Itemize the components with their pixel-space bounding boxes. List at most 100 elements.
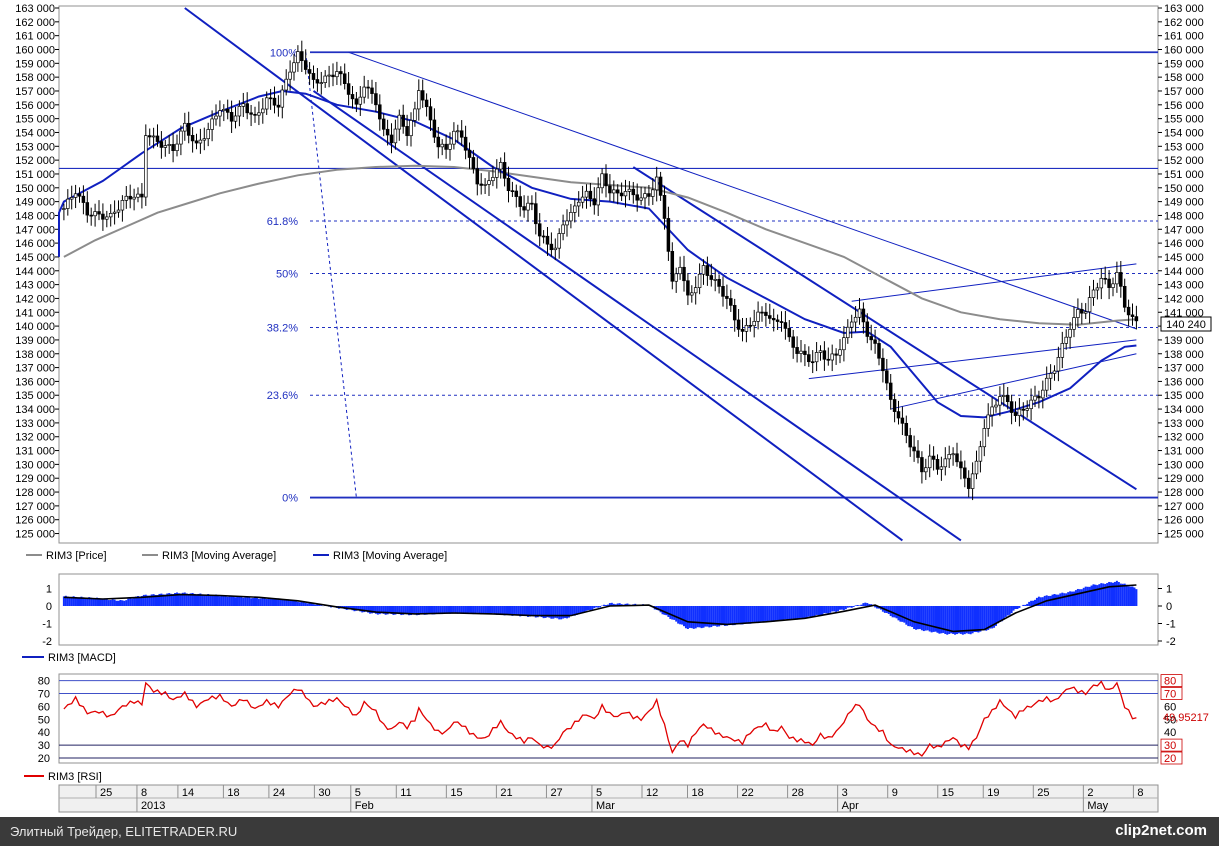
candle-body <box>510 190 515 193</box>
candle-body <box>335 71 339 78</box>
macd-tick-label: 0 <box>46 601 52 613</box>
fib-level-label: 23.6% <box>267 390 298 402</box>
price-tick-label: 154 000 <box>1164 127 1204 139</box>
candle-body <box>350 94 355 100</box>
price-tick-label: 144 000 <box>1164 266 1204 278</box>
candle-body <box>873 339 877 344</box>
candle-body <box>1056 356 1061 372</box>
candle-body <box>475 168 480 185</box>
candle-body <box>120 200 125 211</box>
price-tick-label: 150 000 <box>15 183 55 195</box>
price-tick-label: 135 000 <box>1164 390 1204 402</box>
price-tick-label: 126 000 <box>1164 515 1204 527</box>
candle-body <box>982 428 987 448</box>
candle-body <box>467 149 472 158</box>
candle-body <box>1103 277 1107 280</box>
price-tick-label: 129 000 <box>15 473 55 485</box>
candle-body <box>892 399 897 412</box>
rsi-level-box <box>1160 687 1183 700</box>
rsi-tick-label: 80 <box>1164 676 1176 688</box>
rsi-line <box>63 680 1137 757</box>
rsi-tick-label: 20 <box>38 753 50 765</box>
candle-body <box>526 202 530 211</box>
candle-body <box>869 336 873 341</box>
candle-body <box>990 406 994 416</box>
candle-body <box>658 176 663 196</box>
candle-body <box>775 319 780 322</box>
x-day-label: 9 <box>892 787 898 799</box>
price-tick-label: 141 000 <box>1164 307 1204 319</box>
candle-body <box>853 316 858 323</box>
price-tick-label: 125 000 <box>1164 529 1204 541</box>
rsi-panel <box>58 673 1159 764</box>
candle-body <box>584 190 589 198</box>
candle-body <box>924 467 928 473</box>
candle-body <box>276 104 281 108</box>
macd-legend: RIM3 [MACD] <box>22 652 116 664</box>
price-tick-label: 158 000 <box>15 72 55 84</box>
fib-level-label: 100% <box>270 47 298 59</box>
price-tick-label: 146 000 <box>1164 238 1204 250</box>
candle-body <box>592 198 597 206</box>
candle-body <box>249 112 253 115</box>
candle-body <box>1060 343 1065 358</box>
candle-body <box>986 414 990 429</box>
candle-body <box>183 122 187 132</box>
candle-body <box>522 206 526 211</box>
candle-body <box>112 211 117 214</box>
candle-body <box>1029 399 1033 410</box>
candle-body <box>877 343 881 359</box>
candle-body <box>678 266 682 275</box>
candle-body <box>818 350 823 353</box>
candle-body <box>155 135 160 142</box>
candle-body <box>506 177 511 192</box>
candle-body <box>885 370 889 384</box>
candle-body <box>916 450 920 458</box>
price-tick-label: 136 000 <box>1164 376 1204 388</box>
candle-body <box>124 195 129 201</box>
price-legend: RIM3 [Price] RIM3 [Moving Average] RIM3 … <box>26 550 447 562</box>
candle-body <box>834 353 838 356</box>
candle-body <box>66 198 70 209</box>
candle-body <box>643 193 647 199</box>
price-tick-label: 162 000 <box>1164 17 1204 29</box>
price-tick-label: 126 000 <box>15 515 55 527</box>
price-tick-label: 149 000 <box>1164 197 1204 209</box>
candle-body <box>518 196 522 207</box>
rsi-level-box <box>1160 738 1183 752</box>
macd-signal-path <box>63 584 1137 633</box>
price-tick-label: 159 000 <box>15 58 55 70</box>
rsi-tick-label: 50 <box>38 714 50 726</box>
price-tick-label: 131 000 <box>1164 446 1204 458</box>
price-tick-label: 130 000 <box>1164 459 1204 471</box>
candle-body <box>612 189 616 194</box>
candle-body <box>268 97 273 100</box>
candle-body <box>413 108 417 121</box>
candle-body <box>288 71 292 80</box>
rsi-path <box>63 680 1137 757</box>
candle-body <box>534 203 538 225</box>
price-tick-label: 137 000 <box>1164 363 1204 375</box>
rsi-tick-label: 50 <box>1164 714 1176 726</box>
price-tick-label: 141 000 <box>15 307 55 319</box>
fibonacci-retracement: 100% 61.8% 50% 38.2% 23.6% 0% <box>59 47 1158 505</box>
candle-body <box>1025 408 1029 411</box>
candle-body <box>608 185 612 194</box>
candle-body <box>147 135 152 138</box>
candle-body <box>428 106 433 121</box>
candle-body <box>175 143 179 152</box>
x-day-label: 28 <box>792 787 804 799</box>
candle-body <box>1052 370 1057 374</box>
candle-body <box>998 396 1002 406</box>
candle-body <box>346 83 351 95</box>
price-tick-label: 151 000 <box>1164 169 1204 181</box>
candle-body <box>417 90 421 110</box>
candle-body <box>194 140 199 144</box>
trend-line <box>851 263 1137 302</box>
candle-body <box>393 128 398 144</box>
price-tick-label: 152 000 <box>15 155 55 167</box>
candle-body <box>323 75 327 83</box>
x-day-label: 30 <box>318 787 330 799</box>
candle-body <box>77 193 82 197</box>
